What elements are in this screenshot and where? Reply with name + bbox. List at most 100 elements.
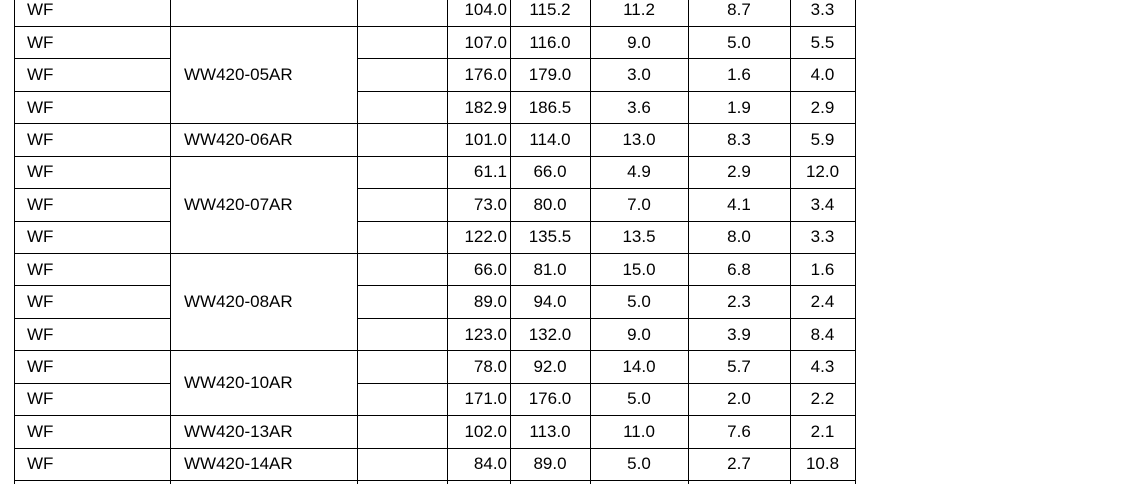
column-border	[688, 0, 689, 484]
value-cell: 2.0	[688, 384, 790, 417]
value-cell: 89.0	[510, 449, 590, 482]
source-cell: WF	[14, 0, 170, 28]
value-cell: 8.4	[790, 319, 855, 352]
model-cell: WW420-06AR	[170, 124, 357, 157]
value-cell: 81.0	[510, 254, 590, 287]
value-cell: 14.0	[590, 351, 688, 384]
model-cell: WW420-08AR	[170, 254, 357, 352]
value-cell: 7.0	[590, 189, 688, 222]
value-cell: 3.9	[688, 319, 790, 352]
column-border	[170, 0, 171, 484]
value-cell: 2.1	[790, 416, 855, 449]
value-cell: 2.7	[688, 449, 790, 482]
value-cell: 102.0	[447, 416, 510, 449]
value-cell: 8.7	[688, 0, 790, 28]
value-cell: 5.7	[688, 351, 790, 384]
value-cell: 66.0	[510, 157, 590, 190]
source-cell: WF	[14, 319, 170, 352]
value-cell: 9.0	[590, 319, 688, 352]
value-cell: 11.2	[590, 0, 688, 28]
value-cell: 107.0	[447, 27, 510, 60]
value-cell: 13.0	[590, 124, 688, 157]
empty-cell	[357, 59, 447, 92]
value-cell: 101.0	[447, 124, 510, 157]
model-cell: WW420-13AR	[170, 416, 357, 449]
empty-cell	[357, 189, 447, 222]
empty-cell	[357, 92, 447, 125]
value-cell: 5.9	[790, 124, 855, 157]
source-cell: WF	[14, 351, 170, 384]
value-cell: 9.0	[590, 27, 688, 60]
source-cell: WF	[14, 157, 170, 190]
value-cell: 114.0	[510, 124, 590, 157]
source-cell: WF	[14, 416, 170, 449]
value-cell: 116.0	[510, 27, 590, 60]
value-cell: 80.0	[510, 189, 590, 222]
value-cell: 11.0	[590, 416, 688, 449]
empty-cell	[357, 416, 447, 449]
value-cell: 13.5	[590, 222, 688, 255]
value-cell: 5.0	[590, 286, 688, 319]
value-cell: 5.0	[590, 384, 688, 417]
value-cell: 3.3	[790, 0, 855, 28]
source-cell: WF	[14, 286, 170, 319]
value-cell: 6.8	[688, 254, 790, 287]
empty-cell	[357, 157, 447, 190]
value-cell: 5.5	[790, 27, 855, 60]
value-cell: 66.0	[447, 254, 510, 287]
model-cell: WW420-10AR	[170, 351, 357, 417]
value-cell: 2.3	[688, 286, 790, 319]
value-cell: 3.6	[590, 92, 688, 125]
value-cell: 10.8	[790, 449, 855, 482]
model-cell: WW420-04AR	[170, 0, 357, 28]
source-cell: WF	[14, 384, 170, 417]
empty-cell	[357, 222, 447, 255]
value-cell: 1.9	[688, 92, 790, 125]
value-cell: 4.0	[790, 59, 855, 92]
value-cell: 73.0	[447, 189, 510, 222]
value-cell: 2.4	[790, 286, 855, 319]
source-cell: WF	[14, 92, 170, 125]
value-cell: 176.0	[510, 384, 590, 417]
model-cell: WW420-14AR	[170, 449, 357, 482]
value-cell: 2.9	[688, 157, 790, 190]
value-cell: 2.9	[790, 92, 855, 125]
source-cell: WF	[14, 124, 170, 157]
value-cell: 1.6	[790, 254, 855, 287]
value-cell: 115.2	[510, 0, 590, 28]
value-cell: 135.5	[510, 222, 590, 255]
column-border	[510, 0, 511, 484]
value-cell: 2.2	[790, 384, 855, 417]
value-cell: 4.3	[790, 351, 855, 384]
column-border	[357, 0, 358, 484]
empty-cell	[357, 0, 447, 28]
value-cell: 5.0	[590, 449, 688, 482]
value-cell: 78.0	[447, 351, 510, 384]
empty-cell	[357, 254, 447, 287]
value-cell: 123.0	[447, 319, 510, 352]
value-cell: 84.0	[447, 449, 510, 482]
value-cell: 1.6	[688, 59, 790, 92]
empty-cell	[357, 449, 447, 482]
value-cell: 3.0	[590, 59, 688, 92]
empty-cell	[357, 319, 447, 352]
value-cell: 176.0	[447, 59, 510, 92]
value-cell: 15.0	[590, 254, 688, 287]
empty-cell	[357, 124, 447, 157]
empty-cell	[357, 286, 447, 319]
value-cell: 186.5	[510, 92, 590, 125]
value-cell: 92.0	[510, 351, 590, 384]
value-cell: 179.0	[510, 59, 590, 92]
value-cell: 89.0	[447, 286, 510, 319]
column-border	[590, 0, 591, 484]
column-border	[14, 0, 15, 484]
value-cell: 8.0	[688, 222, 790, 255]
empty-cell	[357, 351, 447, 384]
empty-cell	[357, 384, 447, 417]
value-cell: 12.0	[790, 157, 855, 190]
empty-cell	[357, 27, 447, 60]
source-cell: WF	[14, 254, 170, 287]
value-cell: 171.0	[447, 384, 510, 417]
value-cell: 122.0	[447, 222, 510, 255]
